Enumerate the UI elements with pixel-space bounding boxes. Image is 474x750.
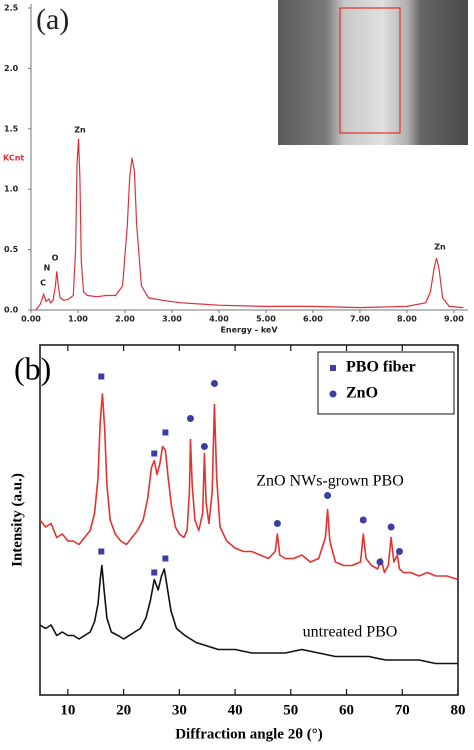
panel-label: (b) (14, 350, 51, 386)
legend-label: PBO fiber (346, 359, 416, 376)
x-tick-label: 30 (172, 702, 187, 718)
x-tick-label: 8.00 (397, 315, 417, 324)
peak-marker (151, 569, 158, 576)
peak-label: Zn (74, 126, 86, 135)
y-axis-label: KCnt (3, 154, 24, 163)
peak-label: O (52, 254, 59, 263)
spectrum-line (35, 138, 464, 311)
peak-marker (162, 429, 169, 436)
x-tick-label: 40 (228, 702, 243, 718)
legend-label: ZnO (346, 385, 378, 402)
x-tick-label: 70 (395, 702, 410, 718)
x-tick-label: 0.00 (21, 315, 41, 324)
y-tick-label: 1.0 (4, 185, 19, 194)
peak-marker (376, 558, 384, 566)
y-tick-label: 2.0 (4, 64, 19, 73)
series-label: untreated PBO (303, 624, 398, 641)
peak-marker (98, 548, 105, 555)
inset-highlight (339, 7, 401, 134)
panel-label: (a) (36, 3, 69, 36)
series-label: ZnO NWs-grown PBO (256, 473, 404, 490)
x-tick-label: 50 (283, 702, 298, 718)
x-axis-label: Energy - keV (220, 326, 278, 335)
x-tick-label: 4.00 (209, 315, 229, 324)
y-tick-label: 0.5 (4, 245, 19, 254)
x-tick-label: 60 (339, 702, 354, 718)
x-tick-label: 3.00 (162, 315, 182, 324)
y-tick-label: 1.5 (4, 124, 19, 133)
x-axis-label: Diffraction angle 2θ (°) (175, 726, 323, 742)
peak-marker (395, 548, 403, 555)
xrd-line (39, 393, 459, 581)
inset-image (278, 0, 468, 145)
x-tick-label: 1.00 (68, 315, 88, 324)
peak-label: N (44, 264, 51, 273)
peak-marker (98, 373, 105, 380)
legend-box (317, 351, 455, 415)
x-tick-label: 9.00 (444, 315, 464, 324)
xrd-line (39, 564, 458, 665)
peak-marker (387, 523, 395, 531)
x-tick-label: 5.00 (256, 315, 276, 324)
y-tick-label: 0.0 (4, 306, 19, 315)
x-tick-label: 10 (60, 702, 75, 718)
x-tick-label: 80 (451, 702, 466, 718)
peak-marker (273, 520, 281, 527)
legend-marker (329, 390, 337, 398)
x-tick-label: 20 (116, 702, 131, 718)
peak-marker (186, 415, 194, 422)
y-axis-label: Intensity (a.u.) (9, 473, 25, 567)
panel-a: (a) KCnt Energy - keV 0.0 0.5 1.0 1.5 2.0 2.5… (3, 0, 468, 335)
peak-marker (359, 516, 367, 524)
peak-label: C (40, 279, 46, 288)
x-tick-label: 6.00 (303, 315, 323, 324)
peak-marker (324, 492, 332, 499)
peak-marker (151, 450, 158, 457)
peak-label: Zn (434, 243, 446, 252)
x-tick-label: 2.00 (115, 315, 135, 324)
panel-b: (b) Diffraction angle 2θ (°) Intensity (… (9, 344, 466, 742)
peak-marker (162, 555, 169, 562)
x-tick-label: 7.00 (350, 315, 370, 324)
peak-marker (210, 380, 218, 387)
peak-marker (200, 443, 208, 450)
y-tick-label: 2.5 (4, 4, 19, 13)
legend-marker (330, 365, 336, 371)
